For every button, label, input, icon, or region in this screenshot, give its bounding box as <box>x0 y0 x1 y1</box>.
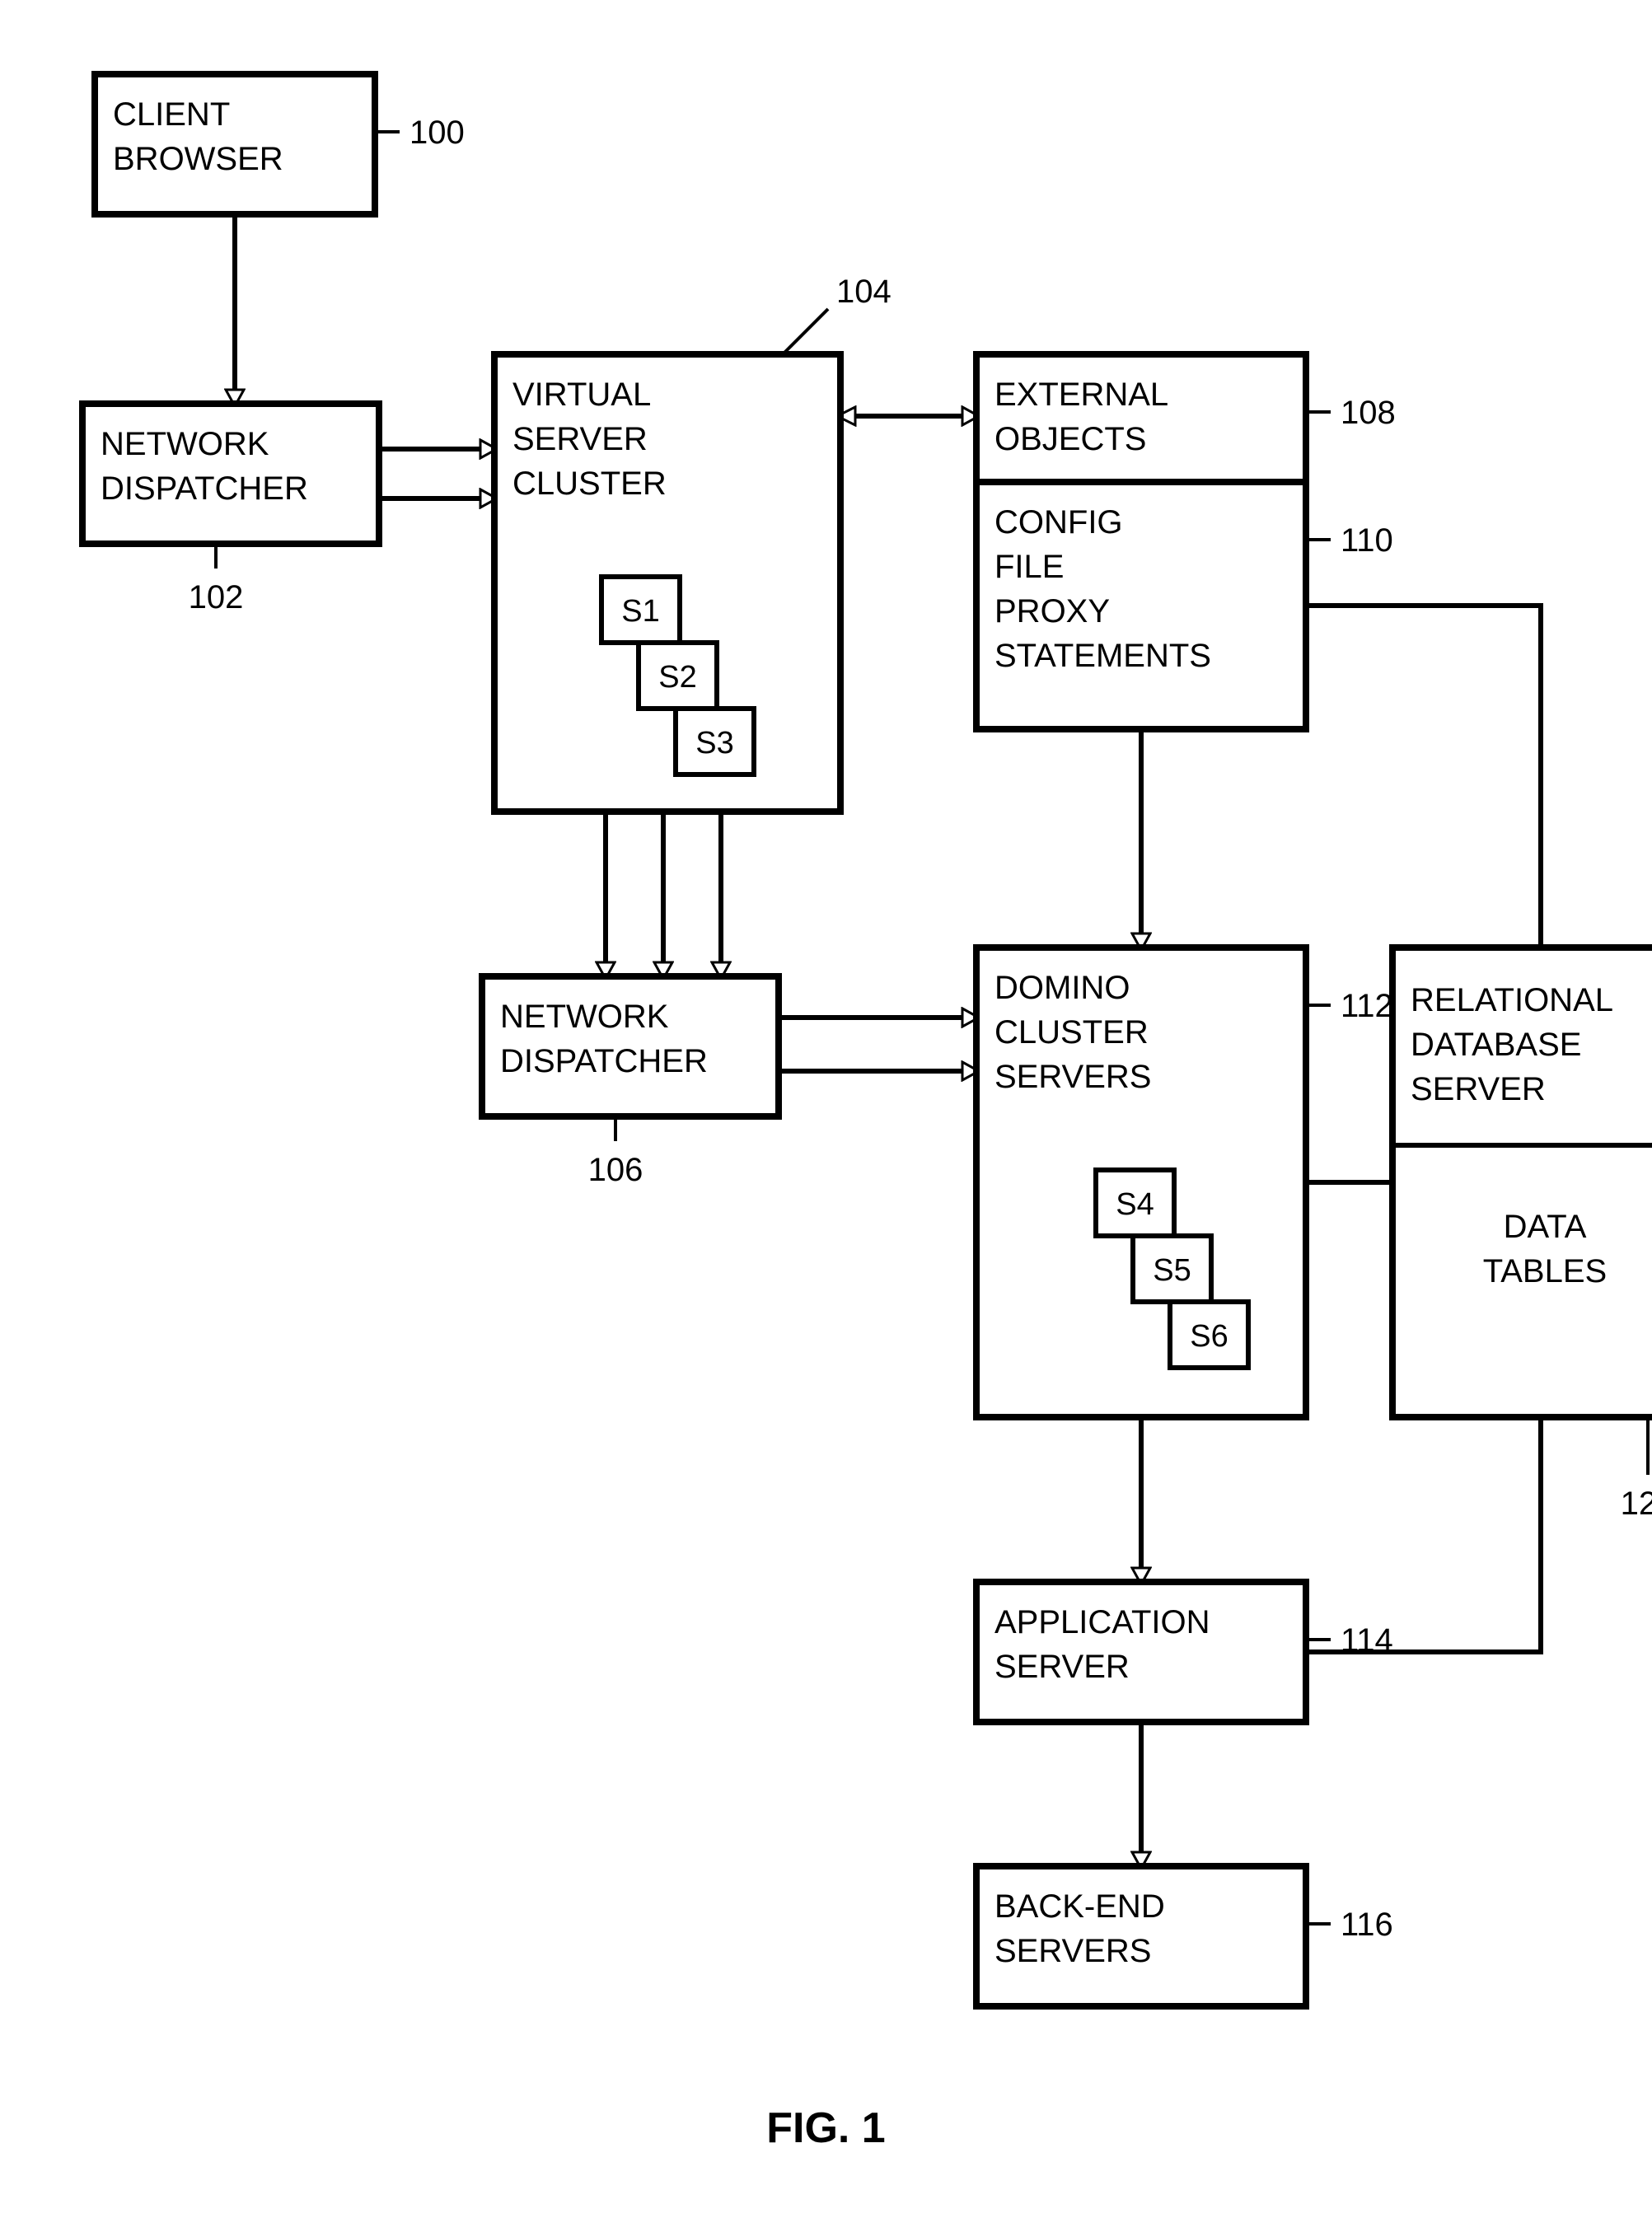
connector <box>1306 1417 1541 1652</box>
rdb-ref-number: 129 <box>1621 1486 1652 1522</box>
client_browser-ref-number: 100 <box>409 115 465 151</box>
rdb-node: RELATIONAL DATABASE SERVER DATA TABLES 129 <box>1392 948 1652 1522</box>
server-subbox-label: S2 <box>658 660 696 695</box>
vsc-node: VIRTUAL SERVER CLUSTER S1 S2 S3 104 <box>494 274 892 812</box>
vsc-label-line: SERVER <box>512 421 648 457</box>
net_dispatcher_2-ref-number: 106 <box>588 1152 643 1188</box>
server-subbox-label: S6 <box>1190 1319 1228 1354</box>
server-subbox-label: S1 <box>621 594 659 629</box>
connector <box>1306 606 1541 948</box>
backend-ref-number: 116 <box>1341 1907 1393 1943</box>
backend-label-line: SERVERS <box>994 1933 1151 1969</box>
external_objects-label-line: EXTERNAL <box>994 377 1168 413</box>
client_browser-node: CLIENT BROWSER 100 <box>95 74 465 214</box>
vsc-label-line: VIRTUAL <box>512 377 651 413</box>
backend-node: BACK-END SERVERS 116 <box>976 1866 1393 2006</box>
vsc-ref-number: 104 <box>836 274 892 310</box>
figure-title: FIG. 1 <box>766 2104 885 2152</box>
domino-label-line: DOMINO <box>994 970 1130 1006</box>
client_browser-label-line: CLIENT <box>113 96 230 133</box>
client_browser-label-line: BROWSER <box>113 141 283 177</box>
config_proxy-label-line: CONFIG <box>994 504 1123 540</box>
config_proxy-ref-number: 110 <box>1341 522 1393 559</box>
net_dispatcher_1-label-line: NETWORK <box>101 426 269 462</box>
net_dispatcher_2-node: NETWORK DISPATCHER 106 <box>482 976 779 1188</box>
server-subbox-label: S4 <box>1116 1187 1154 1222</box>
net_dispatcher_1-node: NETWORK DISPATCHER 102 <box>82 404 379 615</box>
external_objects-label-line: OBJECTS <box>994 421 1146 457</box>
config_proxy-label-line: STATEMENTS <box>994 638 1211 674</box>
rdb-section-label: RELATIONAL <box>1411 982 1613 1018</box>
rdb-section-label: DATABASE <box>1411 1027 1581 1063</box>
app_server-label-line: SERVER <box>994 1649 1130 1685</box>
domino-label-line: SERVERS <box>994 1059 1151 1095</box>
net_dispatcher_1-ref-number: 102 <box>189 579 244 615</box>
external_objects-ref-number: 108 <box>1341 395 1396 431</box>
config_proxy-label-line: FILE <box>994 549 1064 585</box>
vsc-label-line: CLUSTER <box>512 466 667 502</box>
app_server-ref-number: 114 <box>1341 1622 1393 1659</box>
net_dispatcher_2-label-line: NETWORK <box>500 999 669 1035</box>
net_dispatcher_1-label-line: DISPATCHER <box>101 470 308 507</box>
server-subbox-label: S5 <box>1153 1253 1191 1288</box>
net_dispatcher_2-label-line: DISPATCHER <box>500 1043 708 1079</box>
backend-label-line: BACK-END <box>994 1888 1165 1925</box>
external_objects-node: EXTERNAL OBJECTS 108 <box>976 354 1396 482</box>
rdb-section-label: TABLES <box>1483 1253 1607 1289</box>
server-subbox-label: S3 <box>695 726 733 760</box>
config_proxy-label-line: PROXY <box>994 593 1110 629</box>
domino-ref-number: 112 <box>1341 988 1393 1024</box>
domino-label-line: CLUSTER <box>994 1014 1149 1051</box>
app_server-label-line: APPLICATION <box>994 1604 1210 1640</box>
rdb-section-label: SERVER <box>1411 1071 1546 1107</box>
rdb-section-label: DATA <box>1504 1209 1587 1245</box>
